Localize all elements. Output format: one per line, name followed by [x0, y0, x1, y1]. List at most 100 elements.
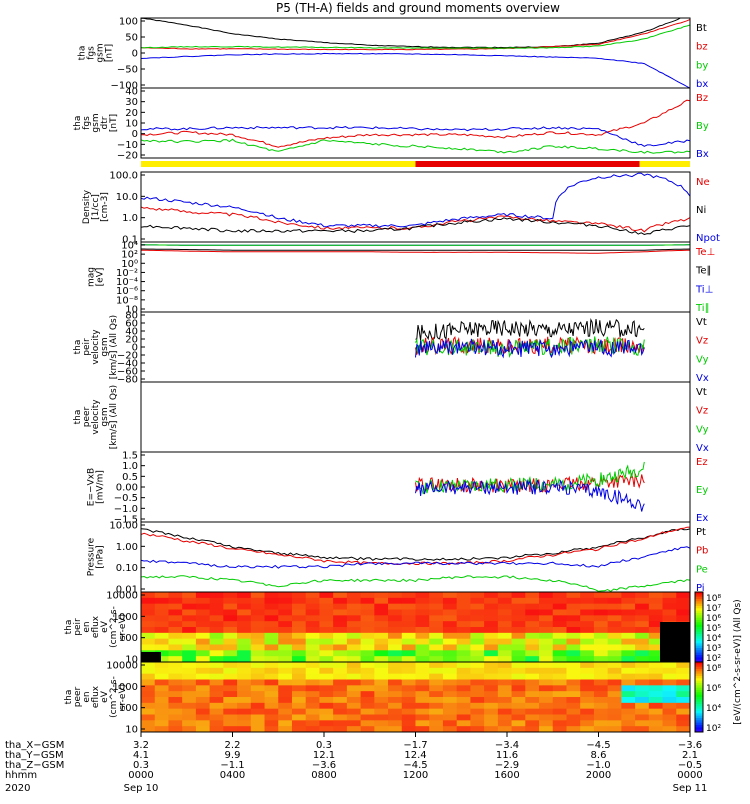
- spectrogram-cell: [374, 610, 388, 616]
- spectrogram-cell: [388, 715, 402, 721]
- spectrogram-cell: [306, 621, 320, 627]
- spectrogram-cell: [457, 715, 471, 721]
- spectrogram-cell: [333, 615, 347, 621]
- spectrogram-cell: [525, 697, 539, 703]
- spectrogram-cell: [306, 697, 320, 703]
- series-line-bx: [141, 53, 690, 88]
- spectrogram-cell: [265, 703, 279, 709]
- y-tick-label: 1.0: [122, 213, 138, 224]
- spectrogram-cell: [580, 680, 594, 686]
- spectrogram-cell: [265, 715, 279, 721]
- spectrogram-cell: [553, 598, 567, 604]
- spectrogram-cell: [608, 592, 622, 598]
- spectrogram-cell: [182, 685, 196, 691]
- spectrogram-cell: [594, 668, 608, 674]
- spectrogram-cell: [155, 662, 169, 668]
- spectrogram-cell: [168, 709, 182, 715]
- spectrogram-cell: [333, 621, 347, 627]
- spectrogram-cell: [265, 592, 279, 598]
- spectrogram-cell: [168, 697, 182, 703]
- spectrogram-cell: [416, 715, 430, 721]
- spectrogram-cell: [649, 674, 663, 680]
- spectrogram-cell: [265, 650, 279, 656]
- spectrogram-cell: [374, 720, 388, 726]
- spectrogram-cell: [251, 674, 265, 680]
- spectrogram-cell: [196, 650, 210, 656]
- spectrogram-cell: [498, 615, 512, 621]
- spectrogram-cell: [333, 674, 347, 680]
- spectrogram-cell: [168, 662, 182, 668]
- spectrogram-cell: [676, 592, 690, 598]
- spectrogram-cell: [223, 674, 237, 680]
- spectrogram-cell: [223, 592, 237, 598]
- spectrogram-cell: [319, 610, 333, 616]
- spectrogram-cell: [361, 691, 375, 697]
- spectrogram-cell: [525, 715, 539, 721]
- spectrogram-cell: [182, 592, 196, 598]
- spectrogram-cell: [608, 674, 622, 680]
- spectrogram-cell: [196, 645, 210, 651]
- spectrogram-cell: [265, 615, 279, 621]
- spectrogram-cell: [333, 668, 347, 674]
- y-tick-label: −10: [117, 140, 138, 151]
- spectrogram-cell: [251, 703, 265, 709]
- spectrogram-cell: [168, 685, 182, 691]
- spectrogram-cell: [649, 685, 663, 691]
- spectrogram-cell: [443, 627, 457, 633]
- spectrogram-cell: [512, 703, 526, 709]
- spectrogram-cell: [168, 627, 182, 633]
- spectrogram-cell: [347, 715, 361, 721]
- spectrogram-cell: [566, 627, 580, 633]
- spectrogram-cell: [388, 685, 402, 691]
- plot-title: P5 (TH-A) fields and ground moments over…: [276, 1, 560, 15]
- spectrogram-cell: [347, 697, 361, 703]
- spectrogram-cell: [361, 715, 375, 721]
- spectrogram-cell: [525, 615, 539, 621]
- spectrogram-cell: [676, 691, 690, 697]
- spectrogram-cell: [416, 680, 430, 686]
- spectrogram-cell: [374, 697, 388, 703]
- legend-bx: bx: [696, 79, 708, 90]
- spectrogram-cell: [539, 639, 553, 645]
- spectrogram-cell: [621, 685, 635, 691]
- spectrogram-cell: [525, 639, 539, 645]
- spectrogram-cell: [443, 650, 457, 656]
- spectrogram-cell: [388, 662, 402, 668]
- spectrogram-cell: [429, 604, 443, 610]
- spectrogram-cell: [429, 668, 443, 674]
- spectrogram-cell: [484, 610, 498, 616]
- spectrogram-cell: [512, 615, 526, 621]
- legend-Vy: Vy: [696, 354, 709, 365]
- series-group: [141, 527, 690, 591]
- spectrogram-cell: [292, 639, 306, 645]
- spectrogram-cell: [265, 680, 279, 686]
- spectrogram-cell: [168, 691, 182, 697]
- spectrogram-cell: [539, 598, 553, 604]
- spectrogram-cell: [663, 720, 677, 726]
- spectrogram-cell: [498, 621, 512, 627]
- spectrogram-cell: [141, 604, 155, 610]
- spectrogram-cell: [525, 668, 539, 674]
- series-line-Bx: [141, 127, 690, 147]
- spectrogram-cell: [525, 703, 539, 709]
- y-tick-label: −50: [117, 65, 138, 76]
- spectrogram-cell: [676, 697, 690, 703]
- spectrogram-cell: [649, 592, 663, 598]
- spectrogram-cell: [361, 633, 375, 639]
- spectrogram-cell: [333, 662, 347, 668]
- y-tick-label: 0.5: [122, 472, 138, 483]
- spectrogram-cell: [141, 610, 155, 616]
- legend-Bx: Bx: [696, 149, 709, 160]
- spectrogram-cell: [210, 598, 224, 604]
- spectrogram-cell: [251, 668, 265, 674]
- spectrogram-cell: [374, 639, 388, 645]
- spectrogram-cell: [443, 633, 457, 639]
- spectrogram-cell: [210, 674, 224, 680]
- spectrogram-cell: [470, 592, 484, 598]
- spectrogram-cell: [580, 691, 594, 697]
- colorbar-tick: 10⁷: [706, 604, 721, 614]
- spectrogram-cell: [553, 691, 567, 697]
- spectrogram-cell: [223, 645, 237, 651]
- spectrogram-cell: [525, 621, 539, 627]
- spectrogram-cell: [347, 592, 361, 598]
